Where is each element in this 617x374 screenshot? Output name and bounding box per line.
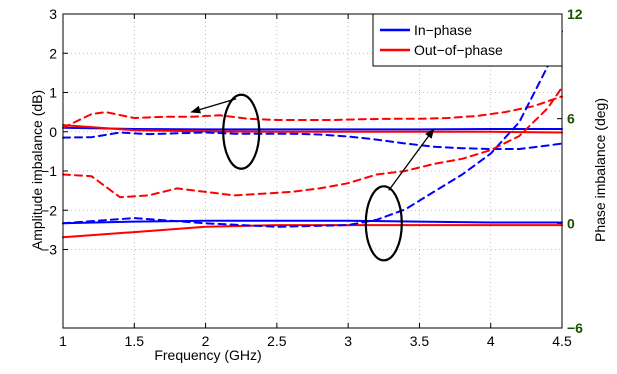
x-tick-label: 3.5 xyxy=(410,333,430,349)
y-left-tick-label: 1 xyxy=(49,85,57,101)
y-right-tick-label: 12 xyxy=(567,6,583,22)
series-in-phase-right-solid xyxy=(62,219,563,225)
x-tick-label: 4.5 xyxy=(552,333,572,349)
x-axis-label: Frequency (GHz) xyxy=(154,347,261,363)
y-right-axis-label: Phase imbalance (deg) xyxy=(592,98,608,242)
y-left-tick-label: −3 xyxy=(41,242,57,258)
y-right-tick-label: 6 xyxy=(567,111,575,127)
x-tick-label: 3 xyxy=(344,333,352,349)
legend-label-out-of-phase: Out−of−phase xyxy=(414,42,503,58)
x-tick-label: 1.5 xyxy=(125,333,145,349)
y-right-tick-label: 0 xyxy=(567,215,575,231)
legend: In−phase Out−of−phase xyxy=(372,13,563,67)
x-tick-label: 4 xyxy=(487,333,495,349)
y-left-tick-label: 2 xyxy=(49,45,57,61)
x-tick-labels: 1 1.5 2 2.5 3 3.5 4 4.5 xyxy=(59,333,572,349)
legend-label-in-phase: In−phase xyxy=(414,22,472,38)
y-right-tick-labels: 12 6 0 −6 xyxy=(567,6,583,336)
y-left-axis-label: Amplitude imbalance (dB) xyxy=(29,90,45,250)
x-tick-label: 2.5 xyxy=(267,333,287,349)
legend-box xyxy=(372,13,563,67)
series-out-of-phase-left-dashed xyxy=(62,95,563,129)
x-tick-label: 2 xyxy=(202,333,210,349)
y-right-tick-label: −6 xyxy=(567,320,583,336)
series-out-of-phase-right-solid xyxy=(62,224,563,239)
y-left-tick-label: −1 xyxy=(41,163,57,179)
annotation-arrow xyxy=(388,128,435,191)
series-in-phase-left-solid xyxy=(62,126,563,131)
series-out-of-phase-left-solid xyxy=(62,124,563,134)
series-in-phase-left-dashed xyxy=(62,131,563,150)
annotation-ellipse xyxy=(364,185,403,262)
y-left-tick-labels: 3 2 1 0 −1 −2 −3 xyxy=(41,6,57,258)
series-layer xyxy=(62,30,563,239)
y-left-tick-label: 3 xyxy=(49,6,57,22)
series-out-of-phase-right-dashed xyxy=(62,86,563,199)
y-left-tick-label: 0 xyxy=(49,124,57,140)
x-tick-label: 1 xyxy=(59,333,67,349)
annotation-arrow xyxy=(190,98,237,114)
annotation-ellipse xyxy=(222,93,261,170)
y-left-tick-label: −2 xyxy=(41,202,57,218)
annotations xyxy=(190,93,435,262)
